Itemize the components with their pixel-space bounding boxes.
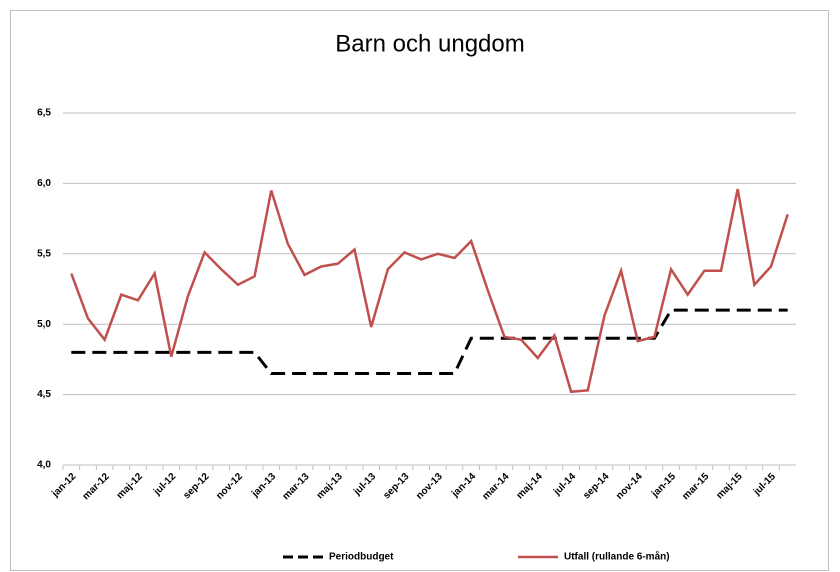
legend-label: Periodbudget [329,552,394,563]
y-tick-label: 5,0 [37,319,51,330]
chart-title: Barn och ungdom [335,30,524,57]
y-tick-label: 4,0 [37,460,51,471]
legend-label: Utfall (rullande 6-mån) [564,551,670,563]
y-tick-label: 5,5 [37,248,51,259]
series-line [70,188,789,394]
chart-border [10,10,829,571]
y-tick-label: 6,5 [37,108,51,119]
y-tick-label: 4,5 [37,389,51,400]
series-line [71,308,788,375]
y-tick-label: 6,0 [37,178,51,189]
